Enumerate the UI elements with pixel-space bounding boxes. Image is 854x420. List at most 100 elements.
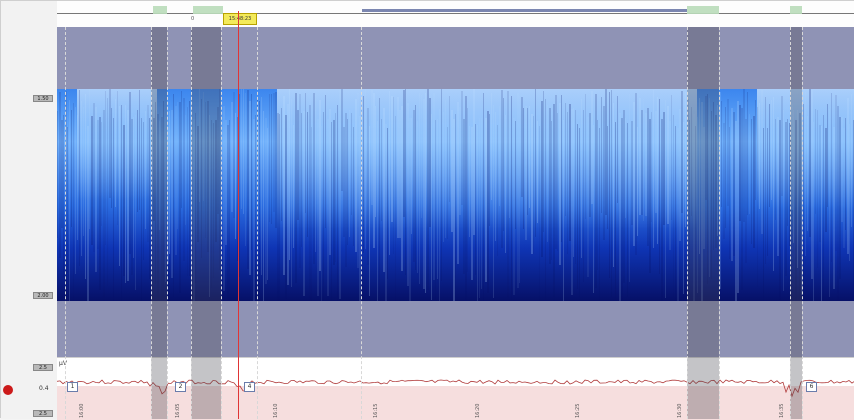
spectrogram-stripe [165,117,166,282]
spectrogram-stripe [187,107,188,276]
spectrogram-stripe [297,110,299,220]
timeline-segment[interactable] [790,6,802,14]
spectrogram-stripe [757,107,758,287]
spectrogram-stripe [403,90,405,217]
spectrogram-stripe [639,98,641,215]
spectrogram-stripe [619,113,621,301]
spectrogram-stripe [323,112,324,301]
spectrogram-stripe [59,92,61,258]
spectrogram-stripe [627,123,628,297]
spectrogram-stripe [771,100,772,200]
spectrogram-stripe [701,102,703,301]
spectrogram-stripe [127,110,129,281]
spectrogram-stripe [447,127,448,239]
spectrogram-stripe [385,124,387,301]
spectrogram-stripe [435,120,436,301]
spectrogram-stripe [689,120,690,301]
spectrogram-stripe [497,125,498,256]
spectrogram-stripe [851,94,852,227]
spectrogram-stripe [215,120,217,242]
segment-box[interactable]: 4 [244,382,255,392]
spectrogram-stripe [109,89,111,198]
spectrogram-stripe [669,121,671,250]
spectrogram-stripe [663,112,665,225]
spectrogram-stripe [501,90,503,248]
spectrogram-stripe [649,119,651,273]
spectrogram-stripe [833,127,835,289]
spectrogram-stripe [241,89,242,209]
spectrogram-stripe [753,116,755,248]
spectrogram-stripe [389,91,390,255]
timeline-selection[interactable] [362,9,687,12]
spectrogram-stripe [617,96,618,203]
spectrogram-stripe [727,99,729,206]
spectrogram-stripe [159,121,160,230]
spectrogram-stripe [423,99,425,289]
spectrogram-stripe [427,89,429,290]
spectrogram-stripe [625,118,626,218]
spectrogram-stripe [155,102,156,284]
segment-box[interactable]: 6 [806,382,817,392]
artifact-overlay[interactable] [151,27,167,419]
spectrogram-stripe [91,116,93,245]
spectrogram-stripe [377,121,378,301]
spectrogram-stripe [749,114,750,214]
spectrogram-stripe [123,125,125,276]
spectrogram-stripe [787,119,788,226]
spectrogram-stripe [235,113,236,239]
spectrogram-stripe [293,125,294,248]
spectrogram-stripe [665,100,666,298]
spectrogram-stripe [261,97,262,275]
segment-box[interactable]: 1 [67,382,78,392]
spectrogram-stripe [275,92,277,228]
spectrogram-stripe [531,114,533,254]
timeline-segment[interactable] [153,6,167,14]
spectrogram-stripe [743,89,745,222]
artifact-overlay[interactable] [687,27,719,419]
timeline-segment[interactable] [193,6,223,14]
spectrogram-stripe [333,120,335,265]
spectrogram-stripe [93,103,95,252]
spectrogram-stripe [121,105,122,301]
artifact-overlay[interactable] [790,27,802,419]
spectrogram-stripe [419,93,420,284]
spectrogram-stripe [135,115,136,290]
time-label: 16:25 [575,403,581,418]
artifact-overlay[interactable] [191,27,221,419]
segment-box[interactable]: 2 [175,382,186,392]
spectrogram-stripe [813,122,814,301]
left-gutter: 1.50 2.00 2.5 0.4 2.5 [1,1,58,419]
spectrogram-stripe [465,96,467,300]
spectrogram-stripe [563,120,564,301]
spectrogram-stripe [573,108,574,257]
spectrogram-stripe [643,99,644,221]
playback-cursor-line[interactable] [238,11,239,419]
spectrogram-stripe [823,115,824,301]
spectrogram[interactable] [57,89,854,301]
spectrogram-stripe [579,128,580,301]
spectrogram-stripe [153,118,155,221]
spectrogram-stripe [197,126,199,242]
spectrogram-stripe [73,103,74,301]
spectrogram-stripe [503,98,504,231]
record-marker-icon[interactable] [3,385,13,395]
timeline-bar[interactable]: 0 15:48:23 [57,1,854,28]
signal-trace-panel[interactable]: μV 1 2 4 6 16:00 16:05 16:10 16:15 16:20… [57,357,854,420]
spectrogram-stripe [365,89,366,249]
spectrogram-stripe [723,123,725,239]
spectrogram-stripe [173,94,174,297]
spectrogram-stripe [511,96,512,300]
spectrogram-stripe [225,120,227,245]
spectrogram-stripe [61,120,63,228]
cursor-time-label[interactable]: 15:48:23 [223,13,257,25]
spectrogram-stripe [87,126,89,301]
spectrogram-stripe [567,112,568,254]
spectrogram-stripe [673,115,674,301]
trace-threshold-area [57,386,854,420]
spectrogram-stripe [493,105,494,298]
spectrogram-stripe [243,89,244,214]
spectrogram-stripe [125,105,126,283]
spectrogram-stripe [677,128,679,301]
spectrogram-stripe [555,95,557,249]
timeline-segment[interactable] [687,6,719,14]
